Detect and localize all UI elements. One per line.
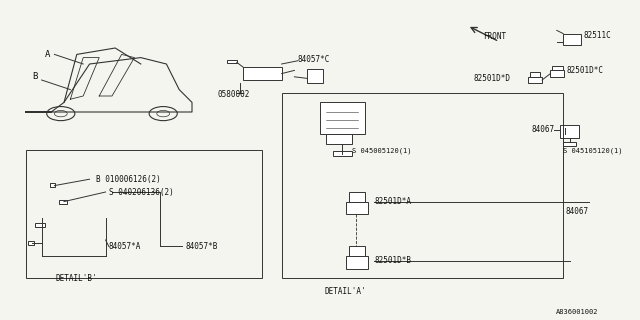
Text: 84067: 84067 [531, 125, 554, 134]
Bar [349, 246, 365, 256]
Text: S 045005120(1): S 045005120(1) [352, 147, 412, 154]
Bar [307, 69, 323, 83]
Text: 84057*A: 84057*A [109, 242, 141, 251]
Text: B: B [32, 72, 37, 81]
Text: DETAIL'A': DETAIL'A' [324, 287, 367, 296]
Bar [528, 77, 542, 83]
Bar [26, 150, 262, 278]
Text: 82501D*D: 82501D*D [474, 74, 511, 83]
Bar [530, 72, 540, 77]
Bar [243, 67, 282, 80]
Text: 82501D*C: 82501D*C [566, 66, 604, 75]
Text: 84067: 84067 [565, 207, 588, 216]
Bar [563, 142, 576, 146]
Text: 0580002: 0580002 [218, 90, 250, 99]
Bar [35, 223, 45, 227]
Bar [346, 202, 368, 214]
Text: S 045105120(1): S 045105120(1) [563, 147, 623, 154]
Bar [59, 200, 67, 204]
Bar [326, 134, 352, 144]
Bar [552, 66, 563, 70]
Text: 82511C: 82511C [584, 31, 611, 40]
Bar [28, 241, 34, 245]
Text: FRONT: FRONT [483, 32, 506, 41]
Bar [333, 151, 352, 156]
Bar [50, 183, 55, 187]
Text: 82501D*B: 82501D*B [374, 256, 412, 265]
Bar [560, 125, 579, 138]
Text: 84057*B: 84057*B [186, 242, 218, 251]
Bar [349, 192, 365, 202]
Bar [346, 256, 368, 269]
Text: 84057*C: 84057*C [298, 55, 330, 64]
Bar [227, 60, 237, 63]
Bar [563, 34, 581, 45]
Text: B 010006126(2): B 010006126(2) [96, 175, 161, 184]
Bar [282, 93, 563, 278]
Text: DETAIL'B': DETAIL'B' [56, 274, 98, 283]
Bar [320, 102, 365, 134]
Text: A: A [45, 50, 50, 59]
Text: S 040206136(2): S 040206136(2) [109, 188, 173, 196]
Bar [550, 70, 564, 77]
Text: A836001002: A836001002 [556, 309, 598, 315]
Text: 82501D*A: 82501D*A [374, 197, 412, 206]
